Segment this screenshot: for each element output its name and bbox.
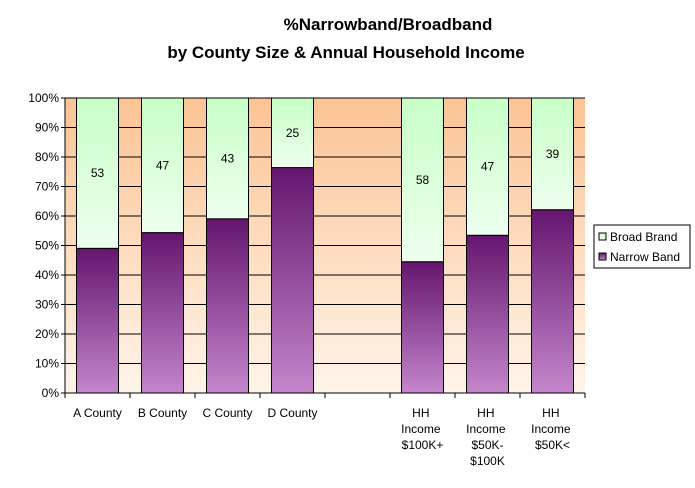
- x-tick-label: HH Income $50K-$100K: [466, 406, 509, 468]
- y-tick-label: 80%: [35, 150, 59, 164]
- legend-label: Narrow Band: [610, 250, 680, 264]
- bar-segment: [271, 167, 314, 394]
- x-tick-label: HH Income $50K<: [531, 406, 574, 452]
- y-tick-label: 90%: [35, 121, 59, 135]
- bar-segment: [141, 97, 184, 234]
- x-tick-label: D County: [267, 406, 317, 420]
- bar-segment: [531, 209, 574, 394]
- bar-segment: [271, 97, 314, 169]
- y-tick-label: 60%: [35, 209, 59, 223]
- y-tick-label: 50%: [35, 239, 59, 253]
- bar-segment: [206, 97, 249, 220]
- x-tick-label: HH Income $100K+: [401, 406, 444, 452]
- legend-swatch: [598, 232, 607, 241]
- legend: [593, 224, 691, 269]
- y-tick-label: 10%: [35, 357, 59, 371]
- legend-label: Broad Brand: [610, 230, 677, 244]
- x-tick-label: B County: [138, 406, 187, 420]
- bar-segment: [466, 97, 509, 236]
- chart-title: by County Size & Annual Household Income: [167, 43, 524, 62]
- legend-swatch: [598, 252, 607, 261]
- data-label: 47: [156, 158, 170, 172]
- y-tick-label: 40%: [35, 268, 59, 282]
- x-tick-label: C County: [202, 406, 252, 420]
- bar-segment: [206, 218, 249, 394]
- data-label: 53: [91, 166, 105, 180]
- data-label: 39: [546, 147, 560, 161]
- bar-segment: [401, 97, 444, 263]
- data-label: 58: [416, 173, 430, 187]
- bar-segment: [401, 261, 444, 394]
- y-tick-label: 0%: [42, 386, 60, 400]
- bar-segment: [466, 234, 509, 394]
- bar-segment: [531, 97, 574, 211]
- data-label: 25: [286, 126, 300, 140]
- y-tick-label: 100%: [28, 91, 59, 105]
- y-tick-label: 20%: [35, 327, 59, 341]
- chart-title: %Narrowband/Broadband: [284, 15, 493, 34]
- y-tick-label: 70%: [35, 180, 59, 194]
- bar-segment: [76, 97, 119, 249]
- bar-segment: [141, 232, 184, 394]
- data-label: 47: [481, 160, 495, 174]
- data-label: 43: [221, 151, 235, 165]
- y-tick-label: 30%: [35, 298, 59, 312]
- bar-segment: [76, 247, 119, 394]
- x-tick-label: A County: [73, 406, 122, 420]
